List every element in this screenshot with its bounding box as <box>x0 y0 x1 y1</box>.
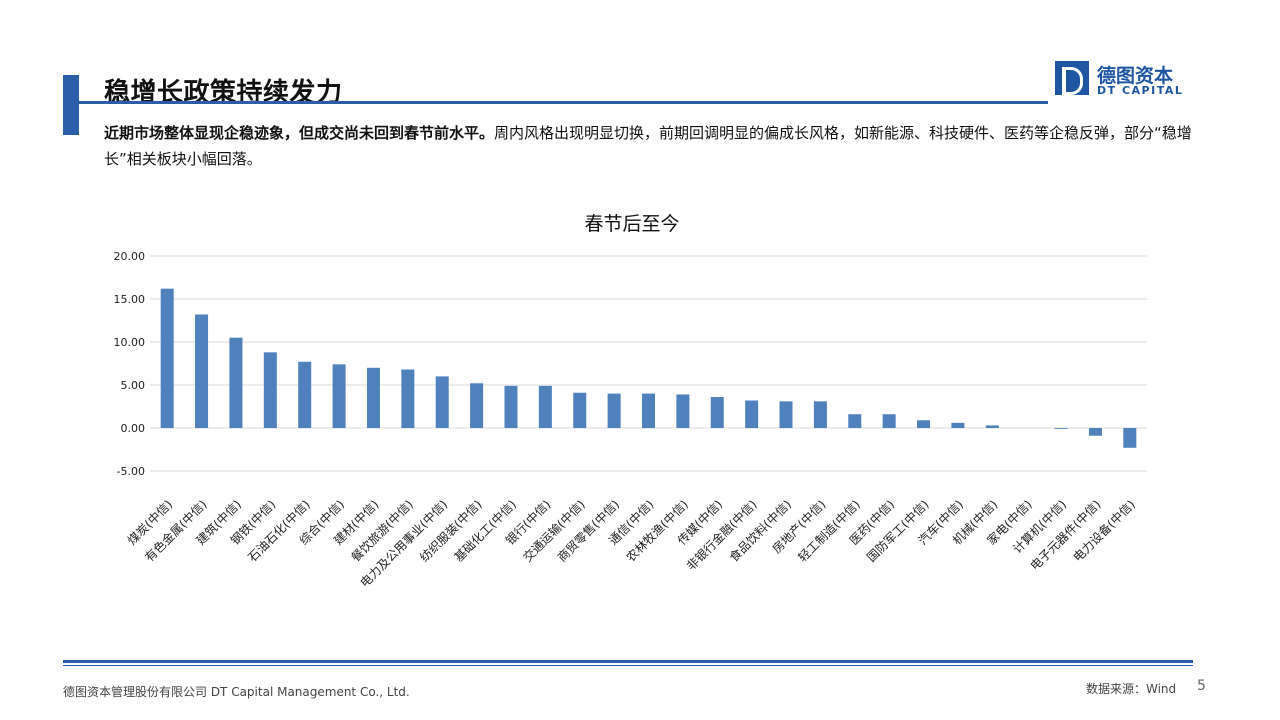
intro-paragraph: 近期市场整体显现企稳迹象，但成交尚未回到春节前水平。周内风格出现明显切换，前期回… <box>104 120 1204 172</box>
bar <box>882 414 896 428</box>
bar-chart: 春节后至今20.0015.0010.005.000.00-5.00煤炭(中信)有… <box>114 213 1147 590</box>
footer-divider <box>63 660 1193 663</box>
title-accent-bar <box>63 75 79 135</box>
logo-en-text: DT CAPITAL <box>1097 84 1184 97</box>
bar <box>607 393 621 428</box>
bar <box>710 397 724 428</box>
bar <box>951 422 965 428</box>
y-tick-label: 10.00 <box>114 336 146 349</box>
y-tick-label: 5.00 <box>121 379 146 392</box>
bar <box>366 367 380 428</box>
bar <box>1088 428 1102 436</box>
bar <box>642 393 655 428</box>
bar <box>1123 428 1137 448</box>
footer-company: 德图资本管理股份有限公司 DT Capital Management Co., … <box>63 685 410 699</box>
chart-title: 春节后至今 <box>584 213 679 235</box>
bar <box>332 364 346 428</box>
intro-rest: 周内风格出现明显切换，前期回调明显的偏成长风格，如新能源、科技硬件、医药等企稳反… <box>104 124 1192 168</box>
logo-cn-text: 德图资本 <box>1097 65 1174 87</box>
bar <box>160 288 174 428</box>
bar <box>848 414 862 428</box>
bar <box>813 401 827 428</box>
bar <box>538 385 552 428</box>
bar <box>195 314 209 428</box>
footer-divider-thin <box>63 665 1193 666</box>
bar <box>504 385 518 428</box>
bar <box>470 383 484 428</box>
y-tick-label: -5.00 <box>117 465 145 478</box>
bar <box>745 400 759 428</box>
bar <box>676 394 690 428</box>
y-tick-label: 0.00 <box>121 422 146 435</box>
footer-source: 数据来源：Wind <box>1086 682 1177 696</box>
y-tick-label: 20.00 <box>114 250 146 263</box>
title-divider <box>63 101 1048 104</box>
bar <box>1054 428 1068 429</box>
bar <box>229 337 243 428</box>
bar <box>573 392 587 428</box>
y-tick-label: 15.00 <box>114 293 146 306</box>
bar <box>985 425 999 428</box>
company-logo: 德图资本 DT CAPITAL <box>1055 61 1195 101</box>
bar <box>435 376 449 428</box>
bar <box>298 361 312 428</box>
intro-bold: 近期市场整体显现企稳迹象，但成交尚未回到春节前水平。 <box>104 124 495 142</box>
bar <box>779 401 793 428</box>
logo-icon <box>1055 61 1089 95</box>
bar <box>917 420 931 428</box>
page-number: 5 <box>1197 678 1206 694</box>
bar <box>401 369 415 428</box>
bar <box>263 352 277 428</box>
